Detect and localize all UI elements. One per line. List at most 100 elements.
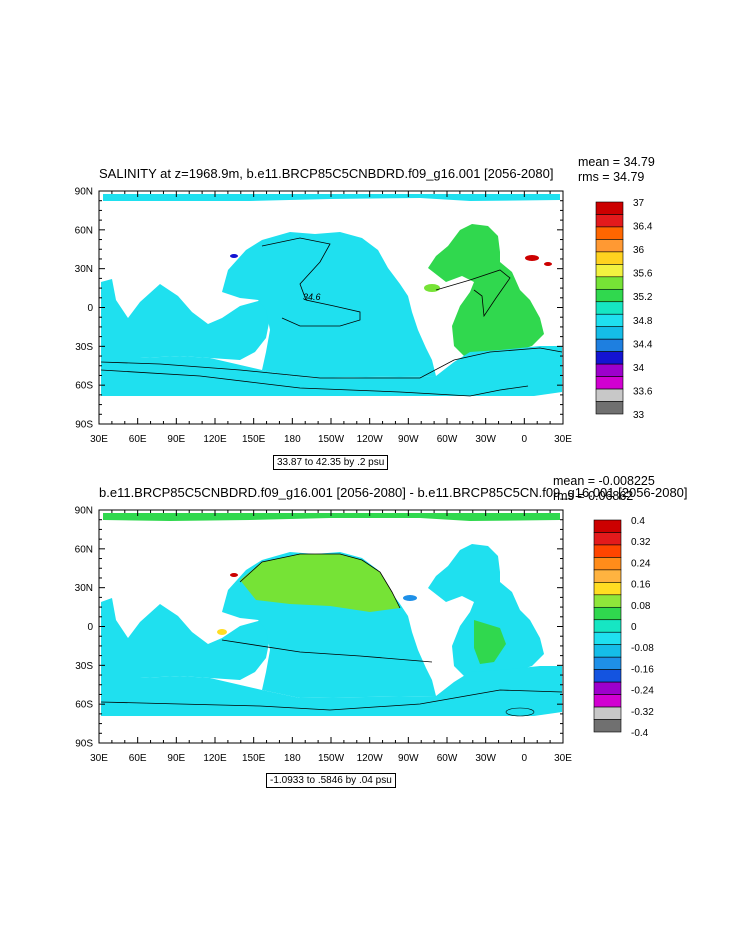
panel2-colorbar-swatch [593,594,622,608]
panel2-gulf-feature [403,595,417,601]
panel2-colorbar-label: -0.24 [631,686,654,697]
panel1-colorbar-swatch [595,239,624,253]
panel2-colorbar-swatch [593,656,622,670]
panel1-colorbar-swatch [595,401,624,415]
panel2-axis-ticks: 90N 60N 30N 0 30S 60S 90S 30E 60E 90E 120E 150E 180 1… [75,506,573,765]
panel1-colorbar-label: 34.8 [633,316,653,327]
panel2-colorbar-swatch [593,557,622,571]
panel1-colorbar-swatch [595,276,624,290]
panel1-lat-label: 90S [75,420,93,431]
panel1-colorbar-swatch [595,363,624,377]
panel1-indian-ocean [101,279,270,360]
panel1-colorbar-swatch [595,376,624,390]
panel2-north-pacific-positive [240,554,400,612]
panel2-lat-label: 30S [75,661,93,672]
panel2-lon-label: 30E [554,753,572,764]
panel1-lon-label: 60E [129,434,147,445]
panel1-lat-label: 0 [87,303,93,314]
panel2-colorbar-swatch [593,532,622,546]
panel2-lon-label: 150W [318,753,345,764]
panel2-lat-label: 60S [75,700,93,711]
panel1-lon-label: 30E [554,434,572,445]
panel1-colorbar-label: 33 [633,410,645,421]
panel2-colorbar-swatch [593,544,622,558]
panel1-lon-label: 180 [284,434,301,445]
panel1-map: 34.6 [100,194,563,424]
panel2-lon-label: 180 [284,753,301,764]
panel1-lon-label: 150E [242,434,266,445]
panel2-colorbar-swatch [593,681,622,695]
panel2-lon-label: 90W [398,753,419,764]
panel1-lon-label: 60W [437,434,458,445]
panel1-sea-of-japan-feature [230,254,238,258]
panel2-contour-pacific [239,553,401,609]
panel1-colorbar-swatch [595,214,624,228]
panel1-colorbar-swatch [595,326,624,340]
panel2-colorbar-swatch [593,606,622,621]
panel2-colorbar-label: 0.32 [631,537,651,548]
panel1-contour-346 [261,237,361,327]
panel1-mean: mean = 34.79 [578,155,655,169]
panel2-colorbar-label: -0.32 [631,707,654,718]
panel2-colorbar-swatch [593,631,622,646]
panel2-lat-label: 0 [87,622,93,633]
panel2-colorbar-label: 0.16 [631,580,651,591]
panel1-contour-southern [100,347,563,379]
panel1-lon-label: 30E [90,434,108,445]
panel1-lat-label: 60S [75,381,93,392]
panel1-colorbar-swatch [595,251,624,265]
panel2-lat-label: 60N [75,544,93,555]
panel2-mean: mean = -0.008225 [553,474,655,488]
panel1-subtitle: 33.87 to 42.35 by .2 psu [273,455,389,470]
panel1-colorbar-label: 35.6 [633,269,653,280]
panel1-red-sea-feature [544,262,552,266]
panel1-axis-ticks: 90N 60N 30N 0 30S 60S 90S 30E 60E 90E 120E 150E 180 1… [75,187,573,446]
panel1-mediterranean-feature [525,255,539,261]
panel1-colorbar-label: 34 [633,363,645,374]
panel1-colorbar-swatch [595,301,624,315]
panel2-colorbar-swatch [593,619,622,633]
panel1-contour-label: 34.6 [303,292,321,302]
panel1-gulf-feature [424,284,440,292]
panel2-colorbar-label: 0 [631,622,637,633]
panel2-atlantic-positive [474,620,506,664]
panel2-lon-label: 60E [129,753,147,764]
panel1-lon-label: 90E [167,434,185,445]
panel2-colorbar-label: 0.24 [631,558,651,569]
panel2-lat-label: 90S [75,739,93,750]
panel2-weddell-feature [505,707,535,717]
panel2-colorbar-swatch [593,719,622,733]
panel2-colorbar-swatch [593,582,622,596]
panel1-lon-label: 150W [318,434,345,445]
panel2-rms: rms = 0.06862 [553,489,634,503]
panel2-subtitle: -1.0933 to .5846 by .04 psu [266,773,396,788]
panel2-colorbar-swatch [593,694,622,708]
panel2-lon-label: 30E [90,753,108,764]
panel2-indian-ocean [101,598,270,680]
panel1-contour-atlantic [435,269,511,318]
panel1-southern-ocean [101,346,562,406]
panel2-colorbar-swatch [593,706,622,720]
panel1-arctic-ocean [103,194,560,201]
panel2-southern-ocean [101,666,562,726]
panel2-colorbar-swatch [593,569,622,583]
panel1-colorbar-label: 36.4 [633,222,653,233]
panel1-colorbar-swatch [595,226,624,240]
panel2-sea-of-japan-feature [230,573,238,577]
panel1-title: SALINITY at z=1968.9m, b.e11.BRCP85C5CNB… [99,166,554,181]
panel1-colorbar-swatch [595,288,624,303]
panel2-map [100,513,563,743]
panel2-colorbar-swatch [593,519,622,533]
panel1-rms: rms = 34.79 [578,170,645,184]
panel1-lon-label: 90W [398,434,419,445]
panel1-lon-label: 120W [357,434,384,445]
panel2-indonesia-feature [217,629,227,635]
panel1-colorbar-swatch [595,264,624,278]
panel2-arctic-ocean [103,513,560,521]
panel1-colorbar-label: 35.2 [633,292,653,303]
panel2-lon-label: 0 [522,753,528,764]
panel1-colorbar-swatch [595,388,624,402]
panel1-atlantic-ocean [428,224,544,356]
panel2-atlantic-ocean [428,544,544,676]
